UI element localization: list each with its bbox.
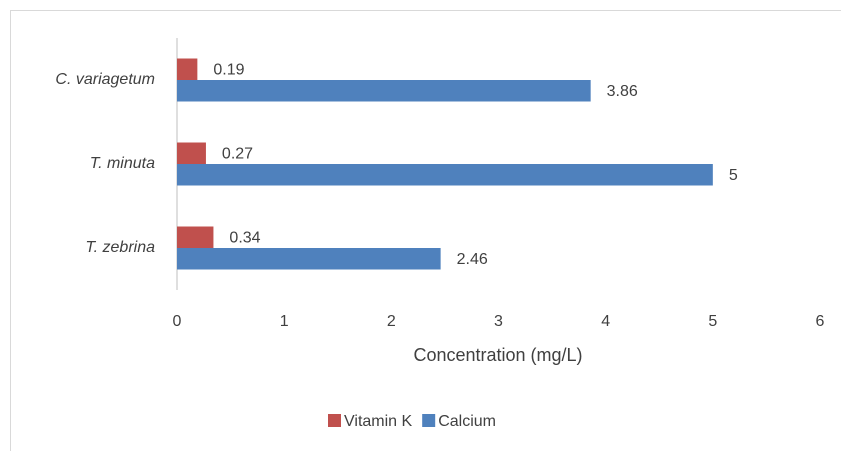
legend-label: Vitamin K (344, 413, 413, 430)
x-tick-label: 2 (387, 313, 396, 330)
y-tick-label: T. zebrina (85, 239, 155, 256)
bar (177, 164, 713, 186)
x-tick-label: 3 (494, 313, 503, 330)
x-tick-label: 0 (173, 313, 182, 330)
data-label: 3.86 (607, 83, 638, 100)
legend-swatch (328, 414, 341, 427)
bar (177, 80, 591, 102)
chart-border (10, 10, 841, 451)
bar (177, 248, 441, 270)
data-label: 0.19 (213, 61, 244, 78)
y-tick-label: C. variagetum (55, 71, 155, 88)
bar (177, 142, 206, 164)
bar (177, 58, 198, 80)
x-tick-label: 1 (280, 313, 289, 330)
data-label: 0.34 (229, 229, 260, 246)
y-tick-label: T. minuta (90, 155, 155, 172)
data-label: 5 (729, 167, 738, 184)
x-tick-label: 5 (708, 313, 717, 330)
x-tick-label: 4 (601, 313, 610, 330)
bar (177, 226, 214, 248)
legend-swatch (422, 414, 436, 427)
x-axis-title: Concentration (mg/L) (413, 345, 582, 365)
data-label: 2.46 (457, 251, 488, 268)
data-label: 0.27 (222, 145, 253, 162)
legend-label: Calcium (438, 413, 496, 430)
x-tick-label: 6 (816, 313, 825, 330)
